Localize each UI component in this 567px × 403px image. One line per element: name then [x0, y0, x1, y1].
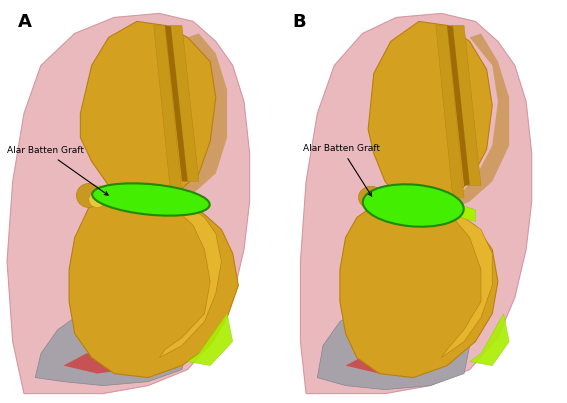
- Polygon shape: [469, 314, 509, 366]
- Polygon shape: [368, 21, 492, 210]
- Polygon shape: [188, 314, 232, 366]
- Text: A: A: [18, 13, 32, 31]
- Polygon shape: [81, 21, 216, 202]
- Polygon shape: [301, 13, 532, 394]
- Ellipse shape: [92, 183, 210, 216]
- Polygon shape: [92, 185, 199, 214]
- Polygon shape: [447, 25, 469, 185]
- Text: B: B: [292, 13, 306, 31]
- Ellipse shape: [89, 191, 106, 208]
- Polygon shape: [35, 305, 188, 386]
- Ellipse shape: [358, 186, 383, 209]
- Text: Alar Batten Graft: Alar Batten Graft: [7, 146, 108, 195]
- Polygon shape: [159, 202, 222, 357]
- Polygon shape: [345, 349, 419, 374]
- Ellipse shape: [363, 184, 464, 227]
- Polygon shape: [64, 349, 137, 374]
- Polygon shape: [154, 25, 182, 193]
- Polygon shape: [442, 210, 492, 357]
- Polygon shape: [7, 13, 249, 394]
- Polygon shape: [368, 193, 475, 222]
- Polygon shape: [436, 25, 464, 197]
- Polygon shape: [171, 25, 199, 181]
- Polygon shape: [7, 13, 249, 394]
- Polygon shape: [69, 193, 238, 378]
- Polygon shape: [154, 33, 227, 206]
- Polygon shape: [318, 301, 469, 390]
- Text: Alar Batten Graft: Alar Batten Graft: [303, 144, 380, 196]
- Polygon shape: [301, 13, 532, 394]
- Polygon shape: [165, 25, 188, 181]
- Ellipse shape: [77, 183, 101, 208]
- Ellipse shape: [370, 194, 387, 209]
- Polygon shape: [340, 202, 498, 378]
- Polygon shape: [425, 33, 509, 214]
- Polygon shape: [453, 25, 481, 185]
